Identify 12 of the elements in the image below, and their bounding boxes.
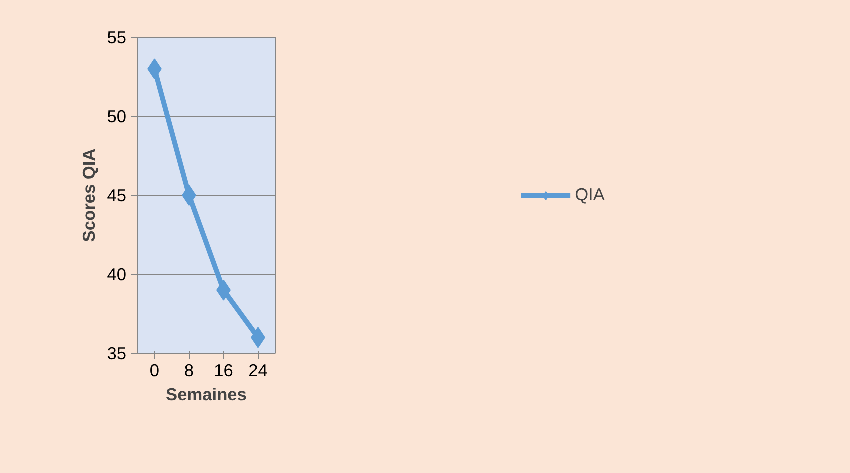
y-tick-label: 55: [107, 28, 127, 48]
y-axis-title: Scores QIA: [79, 148, 100, 242]
x-tick-label: 0: [150, 360, 160, 380]
x-tick-label: 16: [214, 360, 234, 380]
x-axis-title: Semaines: [166, 384, 247, 404]
y-tick-label: 50: [107, 106, 127, 126]
y-tick-label: 35: [107, 344, 127, 364]
legend-label: QIA: [575, 184, 605, 206]
y-tick-label: 40: [107, 264, 127, 284]
x-tick-label: 24: [248, 360, 268, 380]
x-tick-label: 8: [184, 360, 194, 380]
y-tick-label: 45: [107, 186, 127, 206]
